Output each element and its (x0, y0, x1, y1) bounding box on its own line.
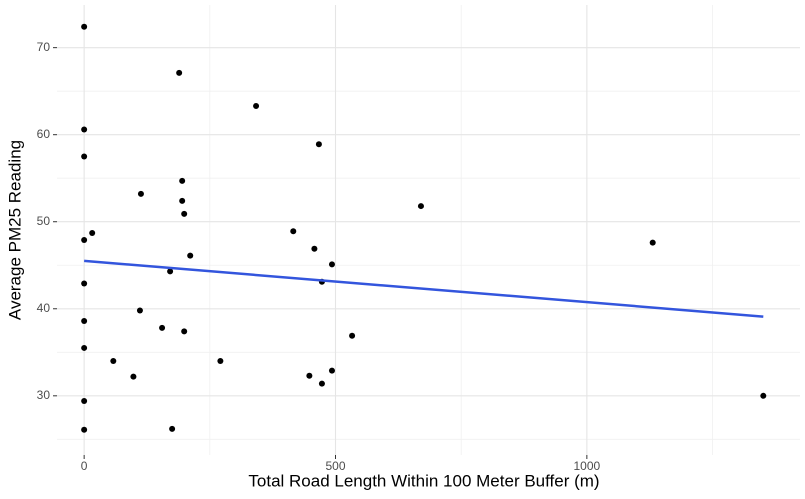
point (110, 357, 117, 364)
point (649, 239, 656, 246)
point (318, 380, 325, 387)
point (81, 237, 88, 244)
point (179, 177, 186, 184)
point (81, 126, 88, 133)
point (167, 268, 174, 275)
point (89, 230, 96, 237)
point (136, 307, 143, 314)
point (217, 357, 224, 364)
point (349, 332, 356, 339)
trend-line (84, 259, 764, 318)
y-tick-label: 70 (37, 40, 51, 54)
y-tick-label: 40 (37, 301, 51, 315)
point (315, 141, 322, 148)
point (306, 372, 313, 379)
point (328, 261, 335, 268)
point (130, 373, 137, 380)
point (417, 203, 424, 210)
y-tick-label: 60 (37, 127, 51, 141)
point (169, 425, 176, 432)
point (137, 190, 144, 197)
point (81, 317, 88, 324)
x-tick-label: 0 (81, 459, 88, 473)
point (760, 392, 767, 399)
point (81, 280, 88, 287)
x-tick-label: 1000 (574, 459, 601, 473)
y-axis-title: Average PM25 Reading (5, 140, 24, 320)
y-tick-label: 30 (37, 388, 51, 402)
point (181, 210, 188, 217)
point (181, 328, 188, 335)
point (81, 426, 88, 433)
point (159, 324, 166, 331)
point (81, 398, 88, 405)
point (311, 245, 318, 252)
y-tick-label: 50 (37, 214, 51, 228)
x-axis-title: Total Road Length Within 100 Meter Buffe… (248, 471, 599, 490)
point (81, 344, 88, 351)
point (290, 228, 297, 235)
point (187, 252, 194, 259)
point (253, 102, 260, 109)
point (81, 153, 88, 160)
point (81, 23, 88, 30)
point (179, 197, 186, 204)
point (176, 69, 183, 76)
x-tick-label: 500 (325, 459, 345, 473)
point (328, 367, 335, 374)
